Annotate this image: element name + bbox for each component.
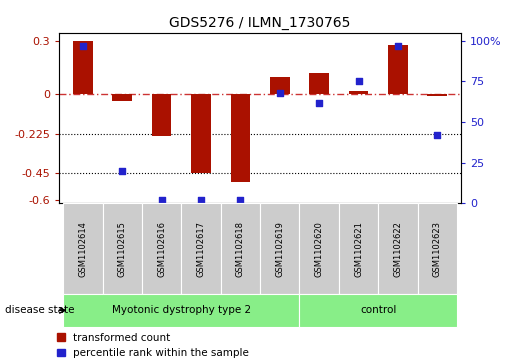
Point: [315, 99, 323, 105]
Title: GDS5276 / ILMN_1730765: GDS5276 / ILMN_1730765: [169, 16, 351, 30]
Bar: [142, 203, 181, 294]
Text: GSM1102617: GSM1102617: [197, 221, 205, 277]
Bar: [63, 294, 299, 327]
Point: [197, 197, 205, 203]
Text: disease state: disease state: [5, 305, 75, 315]
Point: [394, 43, 402, 49]
Bar: [260, 203, 299, 294]
Bar: [378, 203, 418, 294]
Point: [354, 78, 363, 84]
Bar: [339, 203, 378, 294]
Text: GSM1102614: GSM1102614: [78, 221, 88, 277]
Bar: [349, 91, 368, 94]
Text: control: control: [360, 305, 397, 315]
Bar: [427, 94, 447, 96]
Bar: [299, 203, 339, 294]
Text: GSM1102619: GSM1102619: [275, 221, 284, 277]
Point: [236, 197, 245, 203]
Text: GSM1102622: GSM1102622: [393, 221, 402, 277]
Bar: [270, 77, 289, 94]
Bar: [63, 203, 102, 294]
Point: [158, 197, 166, 203]
Point: [433, 132, 441, 138]
Bar: [191, 94, 211, 174]
Point: [118, 168, 126, 174]
Point: [276, 90, 284, 96]
Text: GSM1102623: GSM1102623: [433, 221, 442, 277]
Bar: [152, 94, 171, 136]
Bar: [112, 94, 132, 101]
Bar: [310, 73, 329, 94]
Text: GSM1102618: GSM1102618: [236, 221, 245, 277]
Text: Myotonic dystrophy type 2: Myotonic dystrophy type 2: [112, 305, 251, 315]
Bar: [388, 45, 408, 94]
Bar: [181, 203, 221, 294]
Text: GSM1102616: GSM1102616: [157, 221, 166, 277]
Legend: transformed count, percentile rank within the sample: transformed count, percentile rank withi…: [57, 333, 249, 358]
Bar: [418, 203, 457, 294]
Text: GSM1102621: GSM1102621: [354, 221, 363, 277]
Bar: [102, 203, 142, 294]
Bar: [231, 94, 250, 182]
Text: GSM1102620: GSM1102620: [315, 221, 323, 277]
Bar: [221, 203, 260, 294]
Point: [79, 43, 87, 49]
Bar: [73, 41, 93, 94]
Bar: [299, 294, 457, 327]
Text: GSM1102615: GSM1102615: [118, 221, 127, 277]
